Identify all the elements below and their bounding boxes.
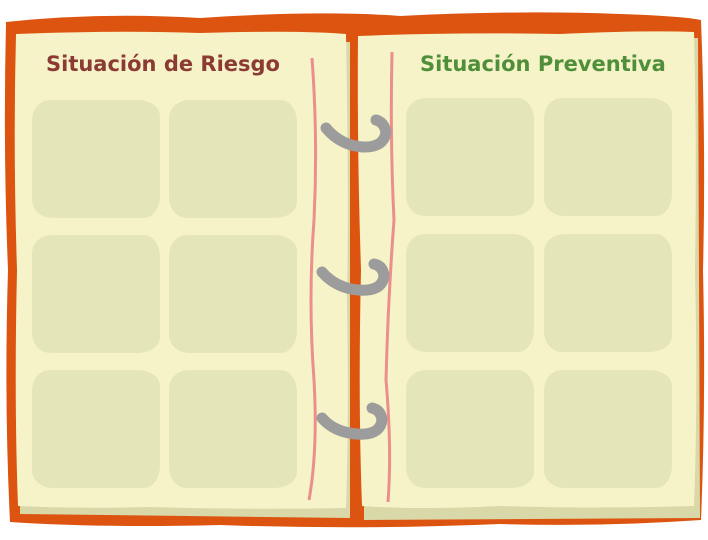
risk-card-slot[interactable] <box>32 235 160 353</box>
preventive-card-slot[interactable] <box>544 98 672 216</box>
preventive-card-slot[interactable] <box>406 98 534 216</box>
risk-card-slot[interactable] <box>32 100 160 218</box>
left-page-title: Situación de Riesgo <box>46 52 280 76</box>
left-margin-line <box>307 57 318 501</box>
binder-ring-top <box>320 114 392 153</box>
binder-ring-bottom <box>316 402 388 440</box>
risk-card-slot[interactable] <box>169 235 297 353</box>
risk-card-slot[interactable] <box>169 100 297 218</box>
risk-card-slot[interactable] <box>169 370 297 488</box>
preventive-card-slot[interactable] <box>406 234 534 352</box>
preventive-card-slot[interactable] <box>544 370 672 488</box>
binder-ring-middle <box>316 258 390 296</box>
right-margin-line <box>384 51 396 503</box>
right-page-title: Situación Preventiva <box>420 52 666 76</box>
preventive-card-slot[interactable] <box>544 234 672 352</box>
risk-card-slot[interactable] <box>32 370 160 488</box>
preventive-card-slot[interactable] <box>406 370 534 488</box>
